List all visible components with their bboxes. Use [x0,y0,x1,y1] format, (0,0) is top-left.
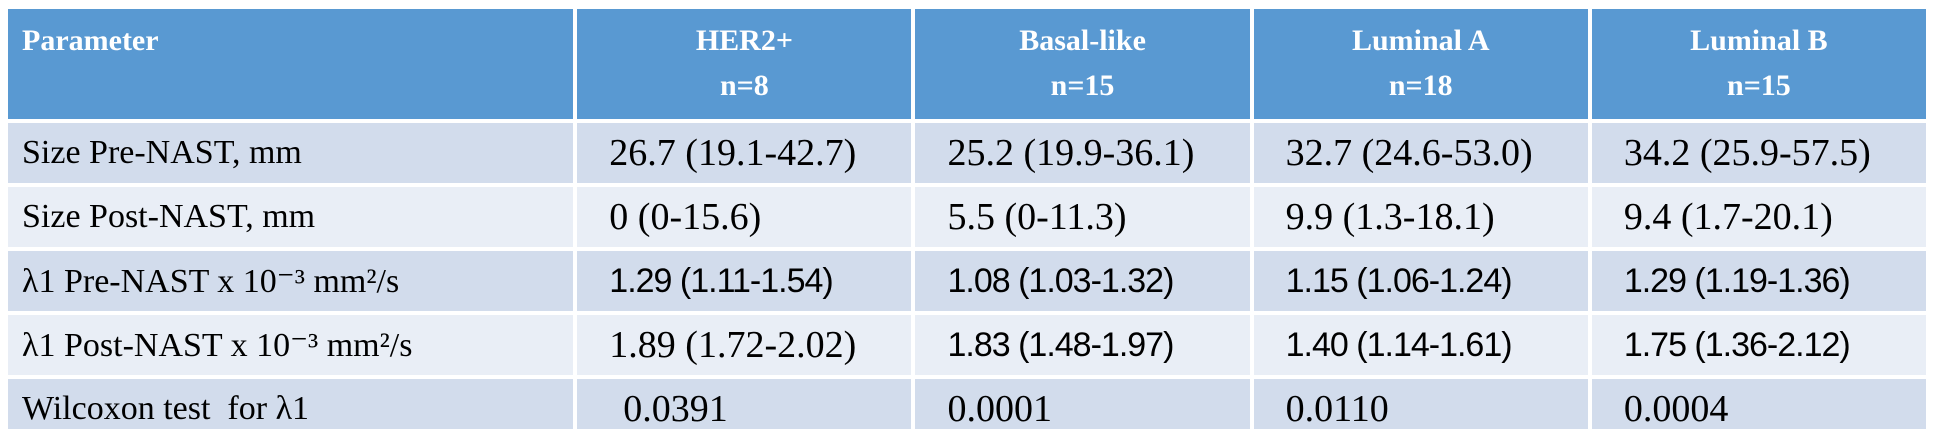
table-cell: 1.83 (1.48-1.97) [915,315,1250,375]
table-cell: 0.0391 [577,379,912,429]
group-name: Luminal A [1351,24,1490,57]
table-row-size-pre-nast: Size Pre-NAST, mm 26.7 (19.1-42.7) 25.2 … [8,123,1926,183]
column-header-parameter: Parameter [8,9,574,119]
table-cell: 32.7 (24.6-53.0) [1253,123,1588,183]
column-header-basal-like: Basal-like n=15 [915,9,1250,119]
table-row-lambda1-post-nast: λ1 Post-NAST x 10⁻³ mm²/s 1.89 (1.72-2.0… [8,315,1926,375]
table-cell: 0.0001 [915,379,1250,429]
table-cell: 1.29 (1.19-1.36) [1591,251,1926,311]
header-row: Parameter HER2+ n=8 Basal-like n=15 Lumi… [8,9,1926,119]
group-count: n=15 [1727,69,1791,102]
table-cell: 9.4 (1.7-20.1) [1591,187,1926,247]
group-name: Luminal B [1690,24,1828,57]
row-label: λ1 Pre-NAST x 10⁻³ mm²/s [8,251,574,311]
table-cell: 1.40 (1.14-1.61) [1253,315,1588,375]
results-table: Parameter HER2+ n=8 Basal-like n=15 Lumi… [4,5,1930,429]
table-row-lambda1-pre-nast: λ1 Pre-NAST x 10⁻³ mm²/s 1.29 (1.11-1.54… [8,251,1926,311]
column-header-her2: HER2+ n=8 [577,9,912,119]
table-cell: 26.7 (19.1-42.7) [577,123,912,183]
table-cell: 1.08 (1.03-1.32) [915,251,1250,311]
group-count: n=15 [1050,69,1115,102]
table-cell: 1.29 (1.11-1.54) [577,251,912,311]
table-cell: 25.2 (19.9-36.1) [915,123,1250,183]
group-count: n=18 [1388,69,1453,102]
row-label: Wilcoxon test for λ1 [8,379,574,429]
table-cell: 9.9 (1.3-18.1) [1253,187,1588,247]
table-cell: 0.0110 [1253,379,1588,429]
row-label: Size Pre-NAST, mm [8,123,574,183]
group-name: HER2+ [695,24,793,57]
table-cell: 34.2 (25.9-57.5) [1591,123,1926,183]
group-count: n=8 [719,69,769,102]
table-cell: 1.15 (1.06-1.24) [1253,251,1588,311]
table-cell: 0.0004 [1591,379,1926,429]
table-row-size-post-nast: Size Post-NAST, mm 0 (0-15.6) 5.5 (0-11.… [8,187,1926,247]
row-label: Size Post-NAST, mm [8,187,574,247]
table-cell: 5.5 (0-11.3) [915,187,1250,247]
column-header-luminal-a: Luminal A n=18 [1253,9,1588,119]
group-name: Basal-like [1019,24,1146,57]
table-cell: 0 (0-15.6) [577,187,912,247]
table-cell: 1.75 (1.36-2.12) [1591,315,1926,375]
column-header-luminal-b: Luminal B n=15 [1591,9,1926,119]
table-row-wilcoxon-test: Wilcoxon test for λ1 0.0391 0.0001 0.011… [8,379,1926,429]
table-cell: 1.89 (1.72-2.02) [577,315,912,375]
row-label: λ1 Post-NAST x 10⁻³ mm²/s [8,315,574,375]
